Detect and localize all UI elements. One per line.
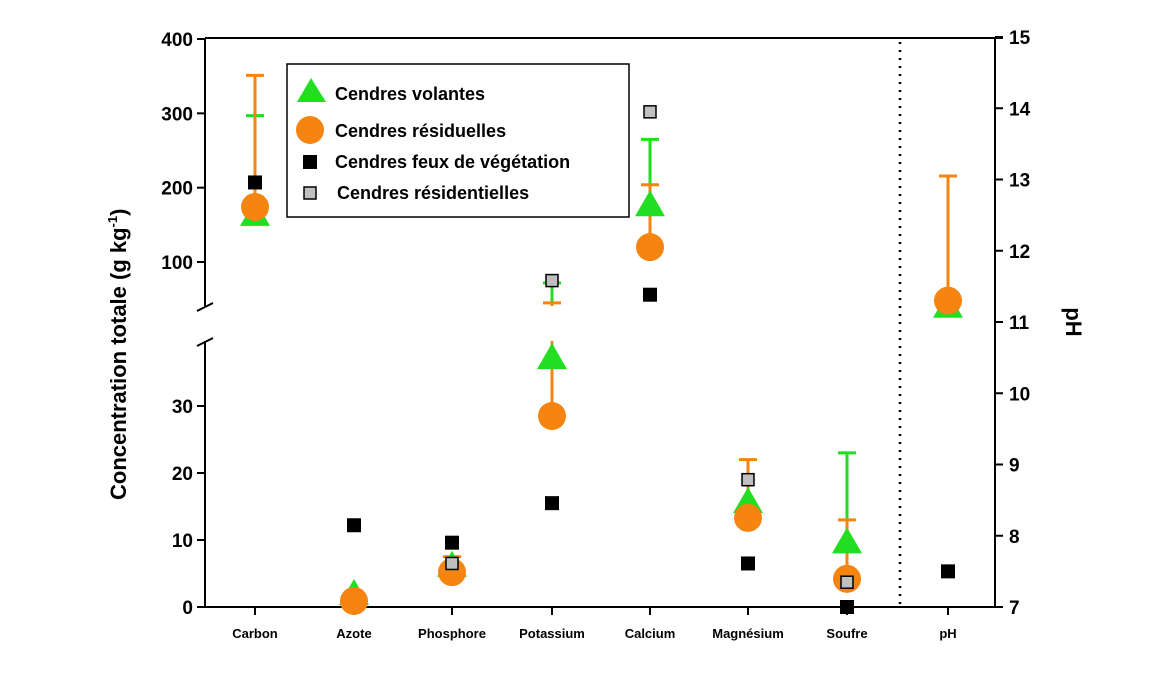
legend-label: Cendres feux de végétation — [335, 152, 570, 172]
legend-triangle-icon — [297, 78, 326, 102]
y-right-tick-label: 14 — [1009, 99, 1031, 120]
legend-entry-residentielles: Cendres résidentielles — [303, 183, 529, 203]
marker-residuelles-circle — [934, 286, 962, 315]
marker-feux-square — [347, 518, 361, 533]
y-left-tick-label: 30 — [172, 397, 193, 418]
marker-residuelles-circle — [538, 402, 566, 431]
y-right-tick-label: 7 — [1009, 598, 1020, 619]
legend-entry-feux: Cendres feux de végétation — [303, 152, 570, 172]
legend-gray-square-icon — [303, 186, 317, 200]
legend-black-square-icon — [303, 155, 317, 169]
legend-box — [286, 63, 630, 218]
marker-volantes-triangle — [832, 527, 862, 554]
y-right-tick-label: 10 — [1009, 384, 1030, 405]
y-left-tick-label: 200 — [161, 179, 193, 200]
marker-residuelles-circle — [636, 233, 664, 262]
y-left-tick-label: 400 — [161, 30, 193, 51]
x-tick-label: pH — [939, 626, 956, 641]
marker-feux-square — [941, 564, 955, 579]
y-left-tick-label: 10 — [172, 531, 193, 552]
marker-volantes-triangle — [537, 343, 567, 370]
marker-residentielles-square — [545, 273, 559, 288]
y-left-tick-label: 0 — [182, 598, 193, 619]
marker-volantes-triangle — [635, 190, 665, 217]
legend-label: Cendres volantes — [335, 84, 485, 104]
y-right-tick-label: 12 — [1009, 242, 1030, 263]
x-tick-label: Potassium — [519, 626, 585, 641]
marker-residuelles-circle — [340, 586, 368, 615]
axis-break-mark — [196, 302, 214, 312]
y-right-tick-label: 8 — [1009, 527, 1020, 548]
marker-residentielles-square — [643, 105, 657, 119]
x-tick-label: Magnésium — [712, 626, 784, 641]
y-axis-right-title: pH — [1061, 307, 1086, 336]
marker-feux-square — [840, 600, 854, 614]
legend-label: Cendres résiduelles — [335, 121, 506, 141]
legend-circle-icon — [296, 116, 324, 144]
marker-residentielles-square — [741, 472, 755, 487]
x-tick-label: Soufre — [826, 626, 867, 641]
y-axis-left-title-text: Concentration totale (g kg — [106, 227, 131, 500]
marker-feux-square — [643, 287, 657, 302]
y-right-tick-label: 11 — [1009, 313, 1030, 334]
x-tick-label: Carbon — [232, 626, 278, 641]
x-tick-label: Azote — [336, 626, 371, 641]
legend-entry-volantes: Cendres volantes — [297, 78, 485, 104]
axes: 0 10 20 30 100 200 300 400 7 8 9 10 11 12 13 14 15 Carbon… — [161, 28, 1030, 641]
y-right-tick-label: 13 — [1009, 171, 1030, 192]
axis-break-mark — [196, 337, 214, 347]
legend-label: Cendres résidentielles — [337, 183, 529, 203]
legend-entry-residuelles: Cendres résiduelles — [296, 116, 506, 144]
marker-residuelles-circle — [241, 192, 269, 221]
y-axis-left-title: Concentration totale (g kg-1) — [105, 209, 131, 500]
y-right-tick-label: 15 — [1009, 28, 1031, 49]
y-left-tick-label: 300 — [161, 104, 193, 125]
x-tick-label: Calcium — [625, 626, 676, 641]
marker-residuelles-circle — [438, 558, 466, 587]
marker-feux-square — [545, 496, 559, 511]
marker-feux-square — [741, 556, 755, 571]
marker-residentielles-square — [840, 575, 854, 589]
y-axis-left-title-close: ) — [106, 209, 131, 216]
markers — [240, 105, 963, 615]
marker-residentielles-square — [445, 556, 459, 571]
legend: Cendres volantes Cendres résiduelles Cen… — [286, 63, 630, 218]
y-axis-left-title-sup: -1 — [105, 216, 120, 228]
marker-residuelles-circle — [734, 503, 762, 532]
y-left-tick-label: 20 — [172, 464, 193, 485]
marker-feux-square — [248, 175, 262, 190]
x-tick-label: Phosphore — [418, 626, 486, 641]
y-left-tick-label: 100 — [161, 253, 193, 274]
marker-feux-square — [445, 535, 459, 550]
y-right-tick-label: 9 — [1009, 456, 1020, 477]
